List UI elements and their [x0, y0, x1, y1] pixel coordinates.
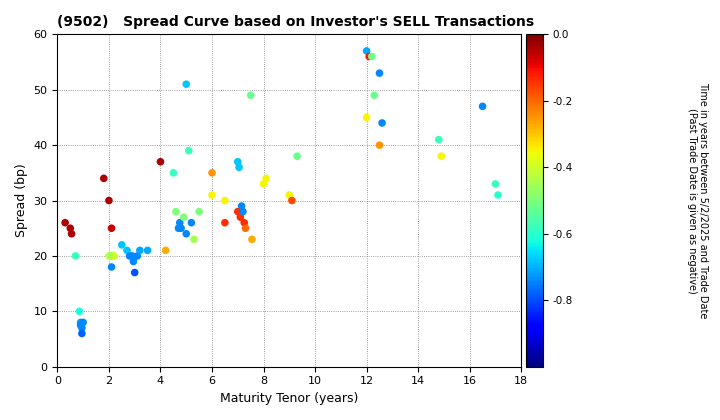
Point — [188, 236, 199, 243]
Point — [132, 252, 143, 259]
Point — [233, 164, 245, 171]
Point — [116, 241, 127, 248]
Point — [284, 192, 295, 198]
Point — [107, 252, 119, 259]
Point — [490, 181, 501, 187]
Point — [240, 225, 251, 231]
Point — [364, 53, 375, 60]
Point — [374, 142, 385, 149]
Point — [206, 192, 217, 198]
Point — [127, 252, 138, 259]
Y-axis label: Spread (bp): Spread (bp) — [15, 164, 28, 237]
Point — [258, 181, 269, 187]
Point — [292, 153, 303, 160]
Point — [134, 247, 145, 254]
Point — [206, 169, 217, 176]
Point — [142, 247, 153, 254]
Point — [103, 197, 114, 204]
Point — [237, 208, 248, 215]
Point — [492, 192, 504, 198]
Point — [477, 103, 488, 110]
Point — [232, 158, 243, 165]
Point — [261, 175, 272, 182]
Point — [170, 208, 181, 215]
Point — [124, 252, 135, 259]
Point — [73, 308, 85, 315]
Point — [433, 136, 444, 143]
Point — [155, 158, 166, 165]
Point — [238, 219, 250, 226]
Point — [366, 53, 377, 60]
Point — [160, 247, 171, 254]
Point — [76, 325, 88, 331]
Point — [75, 322, 86, 328]
Point — [361, 47, 372, 54]
Point — [173, 225, 184, 231]
Point — [129, 269, 140, 276]
Point — [219, 219, 230, 226]
Point — [106, 252, 117, 259]
Point — [78, 319, 89, 326]
Point — [75, 319, 86, 326]
Point — [181, 81, 192, 87]
Point — [361, 114, 372, 121]
Point — [104, 252, 116, 259]
Point — [176, 225, 187, 231]
Point — [377, 120, 388, 126]
X-axis label: Maturity Tenor (years): Maturity Tenor (years) — [220, 392, 359, 405]
Point — [236, 203, 248, 210]
Point — [106, 225, 117, 231]
Point — [286, 197, 297, 204]
Point — [174, 219, 186, 226]
Text: (9502)   Spread Curve based on Investor's SELL Transactions: (9502) Spread Curve based on Investor's … — [58, 15, 534, 29]
Y-axis label: Time in years between 5/2/2025 and Trade Date
(Past Trade Date is given as negat: Time in years between 5/2/2025 and Trade… — [687, 82, 708, 319]
Point — [76, 330, 88, 337]
Point — [121, 247, 132, 254]
Point — [232, 208, 243, 215]
Point — [181, 231, 192, 237]
Point — [106, 264, 117, 270]
Point — [65, 225, 76, 231]
Point — [246, 236, 258, 243]
Point — [70, 252, 81, 259]
Point — [103, 252, 114, 259]
Point — [436, 153, 447, 160]
Point — [374, 70, 385, 76]
Point — [245, 92, 256, 99]
Point — [183, 147, 194, 154]
Point — [108, 252, 120, 259]
Point — [194, 208, 205, 215]
Point — [369, 92, 380, 99]
Point — [235, 214, 246, 220]
Point — [98, 175, 109, 182]
Point — [186, 219, 197, 226]
Point — [127, 258, 139, 265]
Point — [66, 231, 77, 237]
Point — [59, 219, 71, 226]
Point — [219, 197, 230, 204]
Point — [168, 169, 179, 176]
Point — [178, 214, 189, 220]
